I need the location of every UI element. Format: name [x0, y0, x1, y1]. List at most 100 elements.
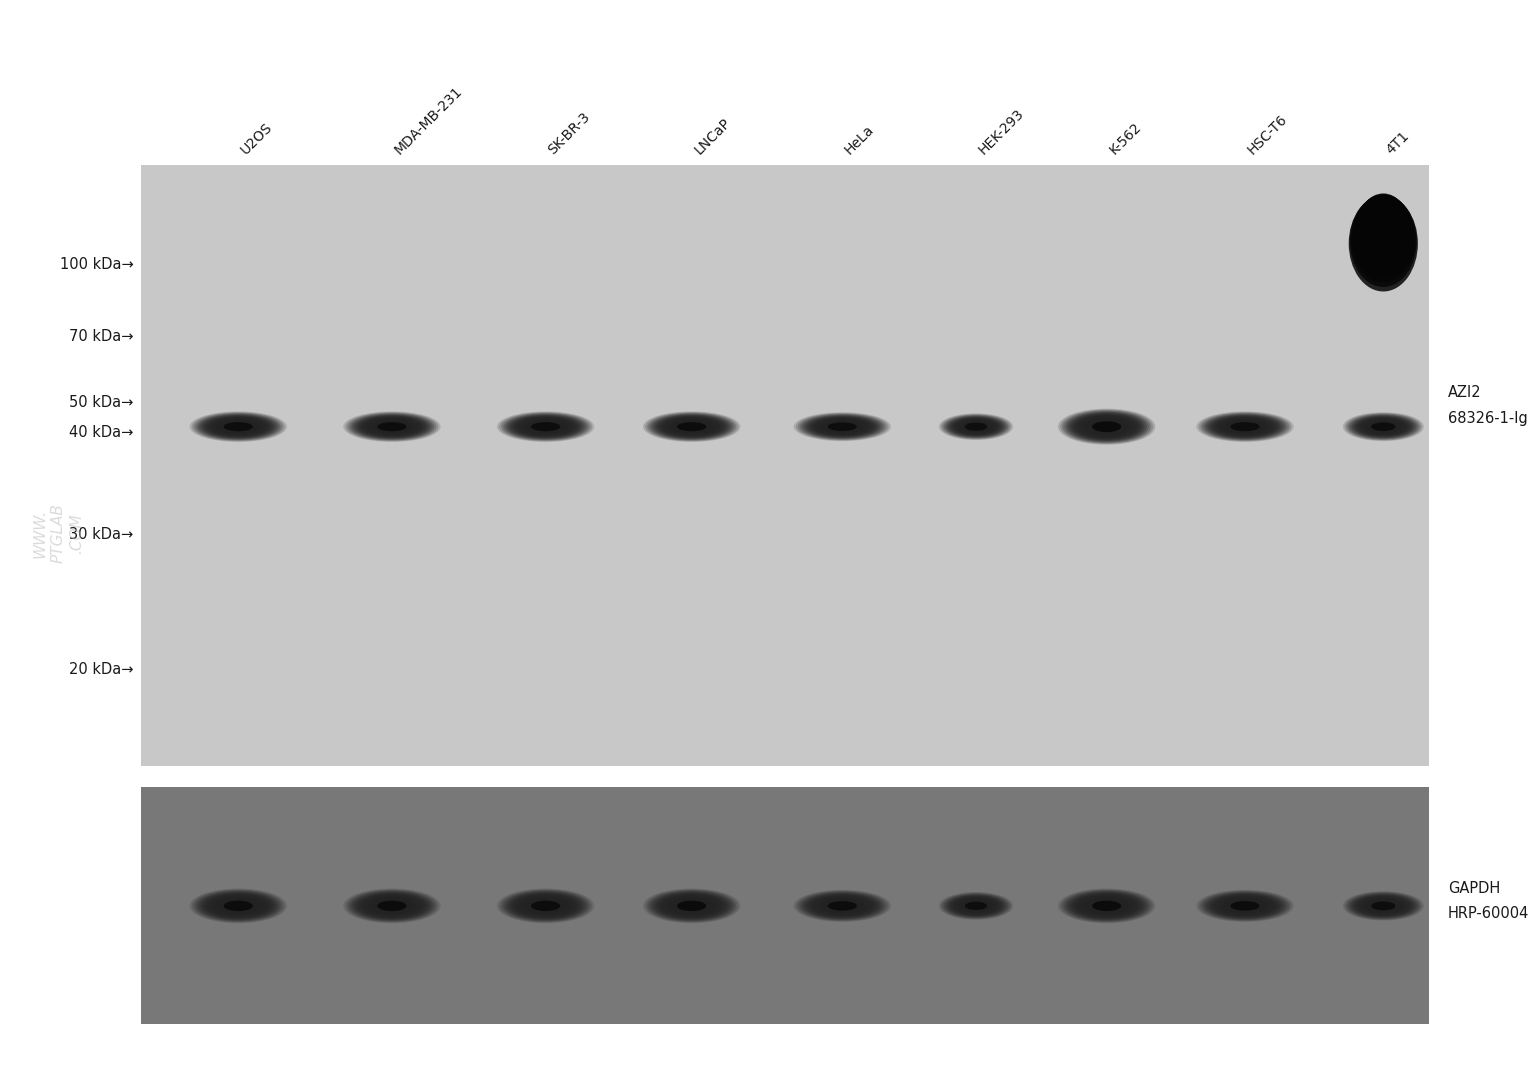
Ellipse shape — [1082, 896, 1131, 915]
Ellipse shape — [1368, 899, 1399, 912]
Ellipse shape — [1067, 412, 1147, 442]
Ellipse shape — [1374, 423, 1393, 431]
Ellipse shape — [354, 892, 430, 920]
Ellipse shape — [1210, 894, 1280, 918]
Ellipse shape — [956, 897, 996, 914]
Ellipse shape — [215, 419, 261, 434]
Ellipse shape — [1200, 891, 1290, 921]
Ellipse shape — [532, 901, 559, 911]
Ellipse shape — [1203, 892, 1286, 920]
Ellipse shape — [501, 413, 590, 441]
Ellipse shape — [967, 902, 985, 910]
Ellipse shape — [672, 419, 712, 433]
Ellipse shape — [1225, 898, 1265, 913]
Ellipse shape — [958, 898, 994, 913]
Ellipse shape — [802, 893, 882, 919]
Ellipse shape — [1369, 901, 1397, 911]
Ellipse shape — [358, 894, 426, 918]
Ellipse shape — [1077, 415, 1136, 437]
Ellipse shape — [1343, 891, 1423, 921]
Ellipse shape — [1376, 424, 1391, 430]
Ellipse shape — [1236, 902, 1254, 910]
Ellipse shape — [1220, 418, 1270, 435]
Ellipse shape — [1207, 893, 1283, 919]
Ellipse shape — [1222, 419, 1268, 434]
Ellipse shape — [350, 413, 433, 440]
Ellipse shape — [1376, 903, 1391, 909]
Ellipse shape — [819, 898, 865, 913]
Ellipse shape — [527, 420, 564, 433]
Ellipse shape — [189, 889, 287, 923]
Ellipse shape — [815, 418, 870, 435]
Ellipse shape — [1349, 894, 1417, 918]
Ellipse shape — [194, 890, 283, 922]
Ellipse shape — [959, 899, 993, 912]
Ellipse shape — [664, 418, 719, 435]
Ellipse shape — [194, 413, 283, 441]
Ellipse shape — [824, 420, 861, 432]
Ellipse shape — [380, 423, 404, 431]
Ellipse shape — [1068, 413, 1145, 441]
Text: 20 kDa→: 20 kDa→ — [69, 663, 134, 678]
Ellipse shape — [804, 415, 881, 439]
Ellipse shape — [207, 894, 269, 918]
Ellipse shape — [1222, 898, 1268, 913]
Ellipse shape — [1199, 412, 1291, 442]
Ellipse shape — [1214, 895, 1276, 917]
Ellipse shape — [954, 418, 998, 435]
Ellipse shape — [796, 413, 888, 441]
Ellipse shape — [1359, 193, 1408, 255]
Ellipse shape — [384, 424, 400, 430]
Ellipse shape — [650, 413, 733, 440]
Ellipse shape — [512, 416, 579, 437]
Ellipse shape — [970, 903, 982, 909]
Ellipse shape — [192, 889, 284, 923]
Ellipse shape — [824, 899, 861, 912]
Ellipse shape — [1196, 412, 1294, 442]
Ellipse shape — [510, 415, 581, 439]
Ellipse shape — [496, 889, 595, 923]
Ellipse shape — [197, 891, 280, 921]
Ellipse shape — [958, 419, 994, 434]
Ellipse shape — [1354, 895, 1413, 917]
Ellipse shape — [967, 423, 985, 430]
Ellipse shape — [211, 418, 266, 435]
Ellipse shape — [358, 416, 426, 437]
Text: 50 kDa→: 50 kDa→ — [69, 395, 134, 410]
Ellipse shape — [1359, 193, 1408, 251]
Ellipse shape — [664, 896, 719, 915]
Ellipse shape — [364, 896, 420, 915]
Ellipse shape — [1205, 414, 1285, 440]
Text: LNCaP: LNCaP — [692, 115, 733, 157]
Ellipse shape — [346, 412, 438, 442]
Ellipse shape — [672, 898, 712, 913]
Ellipse shape — [1354, 194, 1413, 269]
Ellipse shape — [1357, 194, 1409, 260]
Ellipse shape — [1346, 892, 1420, 920]
Ellipse shape — [658, 416, 725, 437]
Ellipse shape — [536, 902, 555, 910]
Ellipse shape — [647, 890, 736, 922]
Ellipse shape — [231, 424, 246, 430]
Ellipse shape — [1230, 899, 1260, 912]
Ellipse shape — [223, 899, 254, 912]
Ellipse shape — [1356, 416, 1411, 436]
Ellipse shape — [521, 418, 570, 435]
Ellipse shape — [533, 901, 558, 911]
Ellipse shape — [1233, 902, 1257, 910]
Ellipse shape — [827, 899, 858, 912]
Ellipse shape — [204, 894, 272, 918]
Ellipse shape — [200, 415, 277, 439]
Ellipse shape — [512, 894, 579, 918]
Ellipse shape — [1343, 412, 1423, 441]
Ellipse shape — [808, 416, 876, 436]
Ellipse shape — [968, 903, 984, 909]
Ellipse shape — [229, 902, 247, 910]
Ellipse shape — [1091, 901, 1122, 911]
Text: AZI2: AZI2 — [1448, 385, 1482, 400]
Ellipse shape — [1205, 893, 1285, 919]
Ellipse shape — [224, 901, 252, 911]
Ellipse shape — [198, 891, 278, 921]
Ellipse shape — [684, 424, 699, 430]
Ellipse shape — [827, 901, 858, 910]
